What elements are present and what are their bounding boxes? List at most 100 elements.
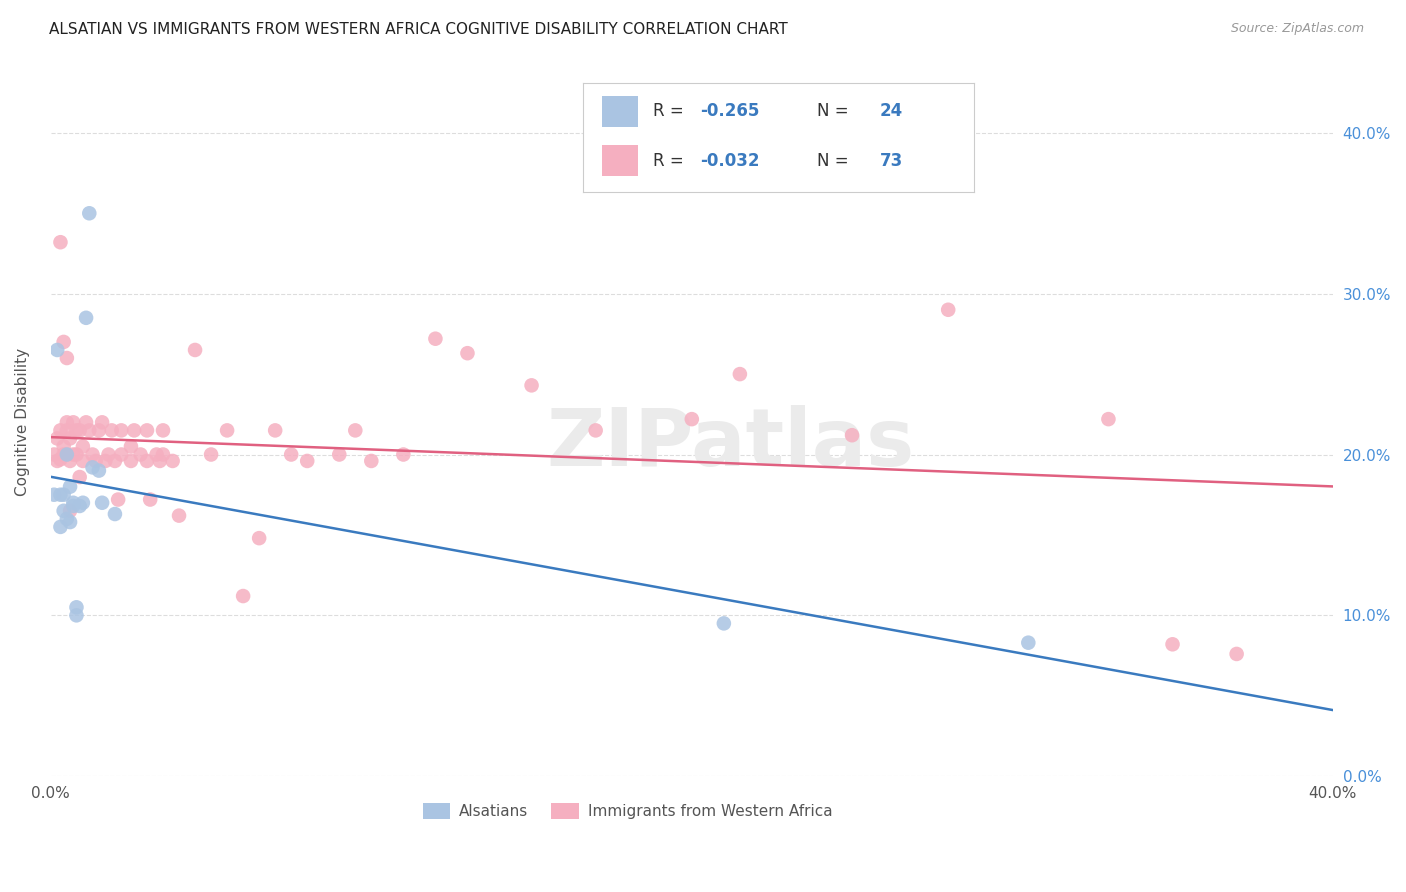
Point	[42, 448, 65, 462]
Point	[69, 470, 91, 484]
Point	[91, 415, 114, 429]
Point	[62, 415, 84, 429]
Point	[344, 423, 367, 437]
Point	[42, 488, 65, 502]
Point	[52, 334, 75, 349]
Point	[100, 423, 122, 437]
Point	[59, 454, 82, 468]
Point	[104, 507, 127, 521]
Point	[456, 346, 478, 360]
Point	[107, 492, 129, 507]
Point	[59, 432, 82, 446]
Point	[425, 332, 447, 346]
Point	[585, 423, 607, 437]
Point	[65, 448, 87, 462]
Point	[104, 454, 127, 468]
Point	[52, 488, 75, 502]
Point	[65, 600, 87, 615]
Text: Source: ZipAtlas.com: Source: ZipAtlas.com	[1230, 22, 1364, 36]
Point	[72, 496, 94, 510]
Point	[217, 423, 239, 437]
Point	[1097, 412, 1119, 426]
Point	[280, 448, 302, 462]
Point	[152, 423, 174, 437]
Point	[936, 302, 959, 317]
Point	[120, 454, 142, 468]
Point	[152, 448, 174, 462]
Point	[713, 616, 735, 631]
Point	[46, 432, 69, 446]
Point	[328, 448, 350, 462]
Point	[136, 454, 159, 468]
Point	[49, 423, 72, 437]
Point	[1017, 635, 1039, 649]
Point	[79, 206, 101, 220]
Point	[129, 448, 152, 462]
Point	[75, 415, 97, 429]
Point	[59, 480, 82, 494]
Point	[46, 454, 69, 468]
Point	[59, 515, 82, 529]
Point	[69, 499, 91, 513]
Point	[52, 504, 75, 518]
Point	[87, 423, 110, 437]
Point	[65, 608, 87, 623]
Point	[110, 423, 132, 437]
Legend: Alsatians, Immigrants from Western Africa: Alsatians, Immigrants from Western Afric…	[416, 797, 839, 825]
Point	[122, 423, 145, 437]
Point	[49, 452, 72, 467]
Point	[162, 454, 184, 468]
Point	[360, 454, 382, 468]
Point	[232, 589, 254, 603]
Point	[136, 423, 159, 437]
Point	[72, 440, 94, 454]
Point	[392, 448, 415, 462]
Point	[84, 454, 107, 468]
Point	[520, 378, 543, 392]
Point	[184, 343, 207, 357]
Point	[75, 310, 97, 325]
Point	[79, 423, 101, 437]
Point	[62, 496, 84, 510]
Point	[681, 412, 703, 426]
Point	[62, 448, 84, 462]
Point	[56, 351, 79, 365]
Point	[200, 448, 222, 462]
Point	[59, 504, 82, 518]
Y-axis label: Cognitive Disability: Cognitive Disability	[15, 348, 30, 497]
Point	[52, 448, 75, 462]
Point	[56, 423, 79, 437]
Point	[49, 235, 72, 250]
Point	[69, 423, 91, 437]
Point	[139, 492, 162, 507]
Point	[247, 531, 270, 545]
Point	[49, 520, 72, 534]
Point	[110, 448, 132, 462]
Text: ALSATIAN VS IMMIGRANTS FROM WESTERN AFRICA COGNITIVE DISABILITY CORRELATION CHAR: ALSATIAN VS IMMIGRANTS FROM WESTERN AFRI…	[49, 22, 787, 37]
Point	[62, 499, 84, 513]
Point	[149, 454, 172, 468]
Point	[94, 454, 117, 468]
Point	[87, 464, 110, 478]
Point	[82, 460, 104, 475]
Point	[1161, 637, 1184, 651]
Point	[120, 440, 142, 454]
Point	[841, 428, 863, 442]
Point	[167, 508, 190, 523]
Point	[1226, 647, 1249, 661]
Point	[145, 448, 167, 462]
Point	[97, 448, 120, 462]
Point	[46, 343, 69, 357]
Text: ZIPatlas: ZIPatlas	[546, 405, 914, 483]
Point	[72, 454, 94, 468]
Point	[728, 367, 751, 381]
Point	[297, 454, 319, 468]
Point	[56, 448, 79, 462]
Point	[56, 512, 79, 526]
Point	[65, 423, 87, 437]
Point	[91, 496, 114, 510]
Point	[52, 440, 75, 454]
Point	[264, 423, 287, 437]
Point	[82, 448, 104, 462]
Point	[56, 415, 79, 429]
